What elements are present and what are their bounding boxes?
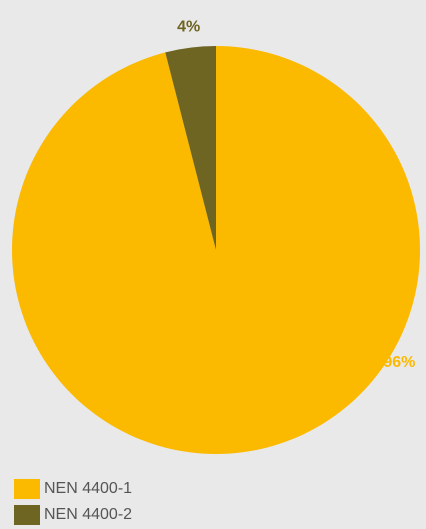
data-label-nen-4400-2: 4% <box>177 19 200 36</box>
legend-label: NEN 4400-1 <box>44 480 133 497</box>
pie-chart: 96% 4% <box>11 19 420 454</box>
legend-item-nen-4400-2: NEN 4400-2 <box>14 502 132 528</box>
legend-swatch-nen-4400-2 <box>14 505 40 525</box>
pie-slice-nen-4400-2 <box>165 46 216 250</box>
legend: NEN 4400-1 NEN 4400-2 <box>14 476 132 528</box>
legend-label: NEN 4400-2 <box>44 506 133 523</box>
legend-item-nen-4400-1: NEN 4400-1 <box>14 476 132 502</box>
data-label-nen-4400-1: 96% <box>383 354 415 371</box>
legend-swatch-nen-4400-1 <box>14 479 40 499</box>
